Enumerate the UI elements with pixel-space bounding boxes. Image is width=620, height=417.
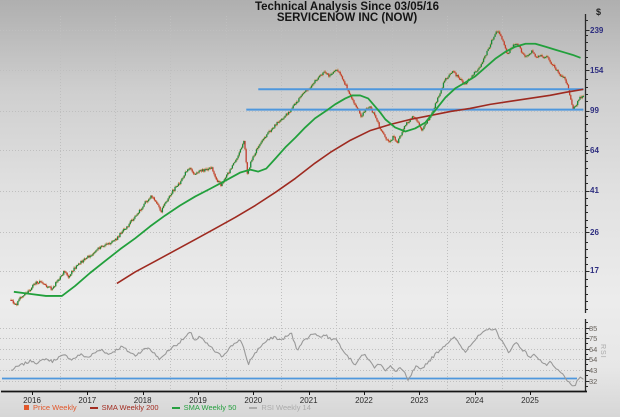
legend-label: SMA Weekly 50 xyxy=(183,403,237,412)
legend-square-marker xyxy=(24,405,29,410)
legend-item: RSI Weekly 14 xyxy=(249,403,311,412)
rsi-tick-label: 32 xyxy=(589,376,598,386)
price-tick-label: 64 xyxy=(590,145,599,155)
chart-title: Technical Analysis Since 03/05/16 xyxy=(254,1,440,13)
legend-item: Price Weekly xyxy=(24,403,77,412)
rsi-tick-label: 43 xyxy=(589,365,598,375)
year-label: 2023 xyxy=(410,396,429,405)
legend-dash-marker xyxy=(89,406,98,409)
price-tick-label: 239 xyxy=(590,25,604,35)
rsi-tick-label: 75 xyxy=(589,333,598,343)
legend-label: Price Weekly xyxy=(33,403,77,412)
year-label: 2020 xyxy=(244,396,263,405)
legend-dash-marker xyxy=(249,406,258,409)
legend-item: SMA Weekly 200 xyxy=(89,403,159,412)
price-tick-label: 41 xyxy=(590,186,599,196)
currency-symbol: $ xyxy=(596,7,602,17)
price-tick-label: 26 xyxy=(590,227,599,237)
year-label: 2018 xyxy=(133,396,152,405)
ticker-title: SERVICENOW INC (NOW) xyxy=(276,12,418,24)
rsi-tick-label: 85 xyxy=(589,323,598,333)
price-tick-label: 17 xyxy=(590,266,599,276)
year-label: 2025 xyxy=(521,396,539,405)
legend-label: RSI Weekly 14 xyxy=(261,403,311,412)
rsi-side-label: RSI xyxy=(599,344,606,359)
year-label: 2024 xyxy=(465,396,484,405)
price-tick-label: 154 xyxy=(590,65,604,75)
legend-item: SMA Weekly 50 xyxy=(171,403,237,412)
legend: Price Weekly SMA Weekly 200 SMA Weekly 50 R… xyxy=(24,403,311,412)
price-tick-label: 99 xyxy=(590,106,599,115)
year-label: 2016 xyxy=(23,396,41,405)
rsi-tick-label: 64 xyxy=(589,344,598,354)
rsi-tick-label: 54 xyxy=(589,354,598,364)
legend-dash-marker xyxy=(171,406,180,409)
year-label: 2017 xyxy=(78,396,97,405)
year-label: 2021 xyxy=(299,396,318,405)
year-label: 2019 xyxy=(189,396,207,405)
legend-label: SMA Weekly 200 xyxy=(101,403,159,412)
year-label: 2022 xyxy=(355,396,373,405)
